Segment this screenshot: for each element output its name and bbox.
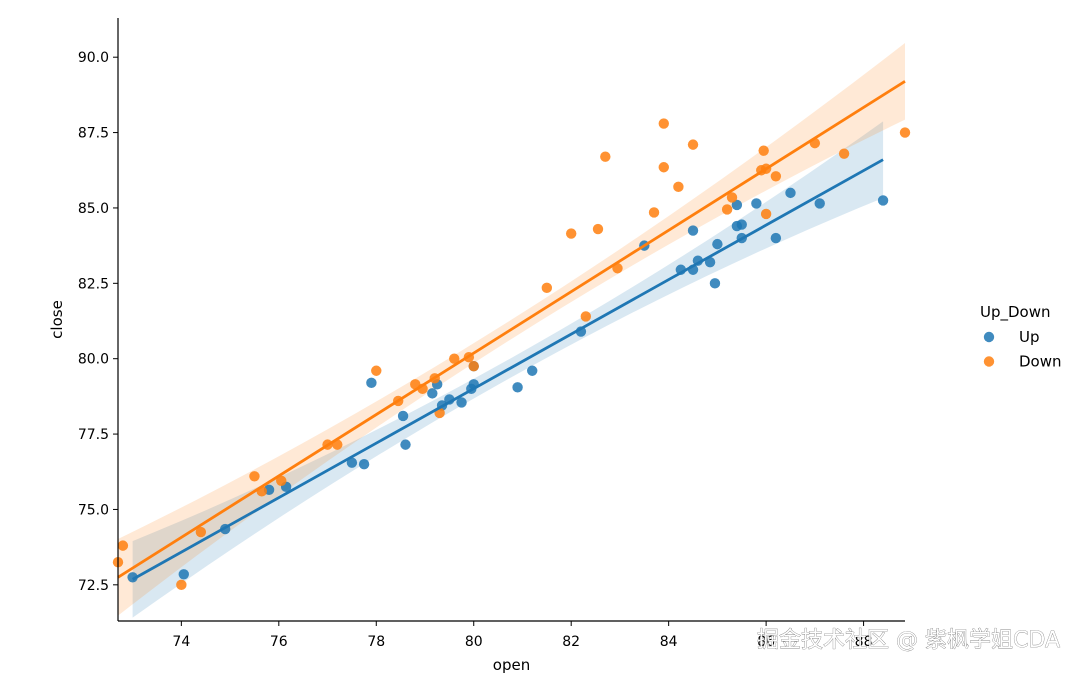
scatter-point [736,219,747,230]
scatter-point [456,397,467,408]
scatter-point [117,540,129,551]
scatter-point [687,225,699,236]
scatter-point [704,257,716,268]
x-ticks: 74 76 78 80 82 84 86 88 [172,621,872,650]
scatter-point [397,410,409,422]
scatter-point [400,439,411,450]
x-tick-label: 80 [465,634,483,650]
scatter-point [449,353,460,364]
scatter-point [658,118,669,129]
scatter-point [592,223,604,235]
scatter-point [366,377,377,389]
scatter-point [726,192,738,203]
scatter-point [127,572,138,583]
y-tick-label: 80.0 [78,352,109,368]
scatter-point [673,181,684,193]
scatter-point [658,162,669,173]
scatter-point [877,195,889,206]
x-tick-label: 74 [172,634,190,650]
legend-marker [983,331,995,343]
y-axis-label: close [48,300,66,339]
x-tick-label: 78 [367,634,385,650]
scatter-point [770,232,782,244]
scatter-point [541,282,553,294]
scatter-point [527,365,538,376]
scatter-point [760,208,772,220]
x-tick-label: 76 [270,634,288,650]
regression-line [131,158,884,581]
scatter-point [899,127,911,138]
legend-marker [983,356,995,367]
y-ticks: 72.5 75.0 77.5 80.0 82.5 85.0 87.5 90.0 [78,50,118,594]
regression-lines [117,80,906,581]
scatter-point [648,207,660,218]
scatter-point [751,198,762,209]
legend-label: Up [1019,328,1040,346]
scatter-point [249,471,260,482]
scatter-point [346,457,358,468]
scatter-point [838,148,850,159]
scatter-point [276,475,287,487]
scatter-point [721,204,733,215]
scatter-point [565,228,577,239]
scatter-point [709,278,721,289]
y-tick-label: 72.5 [78,578,109,594]
scatter-point [731,199,743,211]
scatter-point [427,388,438,399]
legend: Up_Down Up Down [980,303,1062,371]
x-tick-label: 86 [757,634,775,650]
scatter-point [785,187,796,199]
regression-line [117,80,906,579]
scatter-point [758,145,769,156]
scatter-point [468,361,479,372]
y-tick-label: 82.5 [78,276,109,292]
axes [117,18,905,622]
scatter-point [176,579,187,591]
x-tick-label: 84 [660,634,678,650]
watermark: 掘金技术社区 @ 紫枫学姐CDA [757,628,1060,653]
scatter-point [358,459,370,470]
scatter-point [580,311,592,322]
scatter-point [814,198,825,209]
scatter-point [195,526,207,538]
legend-title: Up_Down [980,303,1051,322]
legend-label: Down [1019,353,1062,371]
y-tick-label: 85.0 [78,201,109,217]
scatter-point [178,569,189,580]
y-tick-label: 87.5 [78,126,109,142]
x-axis-label: open [493,656,530,674]
scatter-point [600,151,611,162]
scatter-point [712,238,723,250]
x-tick-label: 88 [855,634,873,650]
y-tick-label: 75.0 [78,502,109,518]
scatter-point [770,171,782,182]
y-tick-label: 77.5 [78,427,109,443]
y-tick-label: 90.0 [78,50,109,66]
scatter-point [371,365,382,376]
x-tick-label: 82 [562,634,580,650]
scatter-point [687,139,699,150]
scatter-point [512,382,523,393]
